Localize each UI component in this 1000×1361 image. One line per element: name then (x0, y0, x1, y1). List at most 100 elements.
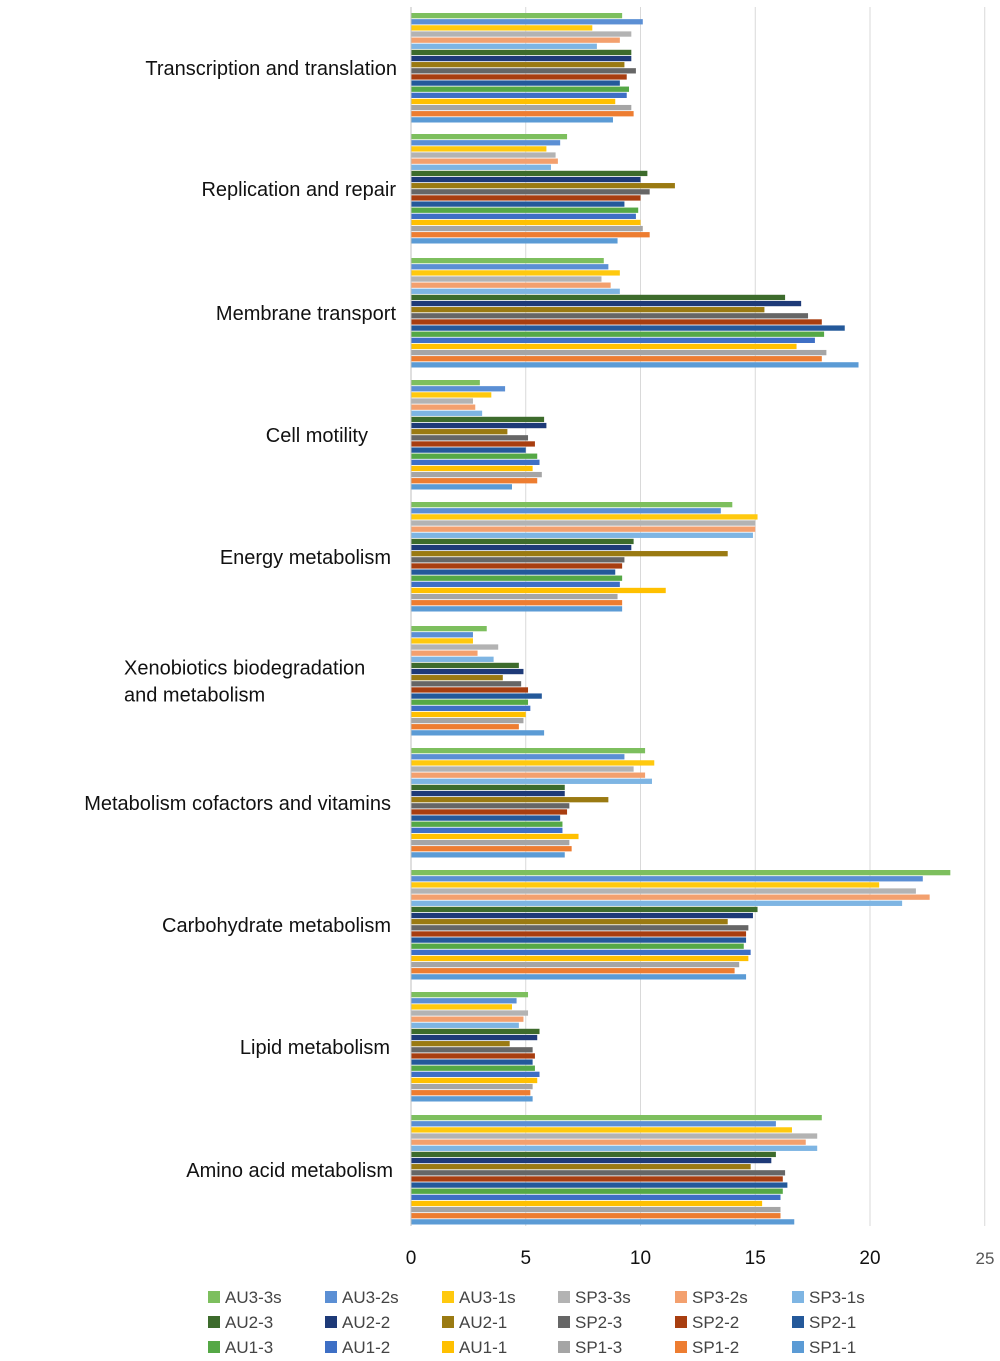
legend-item-AU2-1: AU2-1 (442, 1313, 507, 1332)
bar-SP3-3s-0 (411, 31, 632, 37)
bar-SP3-2s-4 (411, 526, 756, 532)
bar-SP2-3-6 (411, 803, 570, 809)
bar-SP2-2-8 (411, 1053, 535, 1059)
bar-AU1-1-8 (411, 1077, 538, 1084)
bar-SP2-2-9 (411, 1176, 783, 1182)
legend-item-AU1-3: AU1-3 (208, 1338, 273, 1357)
bar-AU3-3s-6 (411, 748, 646, 754)
bar-SP1-3-6 (411, 839, 570, 846)
legend-label: AU3-3s (225, 1288, 282, 1307)
bar-AU3-3s-7 (411, 870, 951, 876)
bar-SP2-1-1 (411, 201, 625, 207)
legend-label: AU2-2 (342, 1313, 390, 1332)
bar-SP2-3-9 (411, 1170, 786, 1176)
bar-SP3-1s-2 (411, 288, 620, 294)
bar-SP3-3s-5 (411, 644, 499, 650)
legend-swatch (442, 1341, 454, 1353)
category-label-7: Carbohydrate metabolism (162, 915, 391, 937)
bar-SP1-1-0 (411, 117, 613, 123)
legend-item-SP1-2: SP1-2 (675, 1338, 739, 1357)
bar-SP3-1s-1 (411, 164, 551, 170)
bar-SP3-3s-1 (411, 152, 556, 158)
bar-AU3-3s-2 (411, 258, 604, 264)
bar-AU3-1s-1 (411, 146, 547, 152)
legend-item-AU3-1s: AU3-1s (442, 1288, 516, 1307)
legend-swatch (558, 1291, 570, 1303)
bar-AU1-2-8 (411, 1071, 540, 1077)
bar-AU2-2-2 (411, 300, 802, 307)
bar-SP3-1s-0 (411, 43, 597, 49)
bar-SP3-1s-7 (411, 900, 903, 906)
bar-SP2-1-5 (411, 693, 542, 699)
bar-SP1-3-4 (411, 593, 618, 600)
bar-SP1-1-6 (411, 852, 565, 858)
bar-SP1-2-7 (411, 968, 735, 974)
bar-AU1-2-7 (411, 949, 751, 955)
bar-AU3-1s-8 (411, 1004, 512, 1010)
bar-AU1-1-7 (411, 955, 749, 962)
legend-swatch (792, 1291, 804, 1303)
bar-SP3-3s-9 (411, 1133, 818, 1139)
bar-AU3-1s-2 (411, 270, 620, 276)
legend: AU3-3s AU3-2s AU3-1s SP3-3s SP3-2s SP3-1s AU2-… (208, 1288, 865, 1357)
bar-AU3-2s-1 (411, 140, 561, 146)
bar-AU1-1-0 (411, 98, 616, 105)
legend-label: SP2-3 (575, 1313, 622, 1332)
bar-SP3-3s-8 (411, 1010, 529, 1016)
legend-swatch (442, 1316, 454, 1328)
bar-SP2-3-5 (411, 681, 522, 687)
bar-AU3-3s-8 (411, 992, 529, 998)
bar-SP2-3-7 (411, 925, 749, 931)
legend-swatch (208, 1341, 220, 1353)
x-tick-0: 0 (406, 1248, 417, 1269)
bar-AU3-3s-5 (411, 626, 487, 632)
bar-SP1-1-5 (411, 730, 545, 736)
bar-SP2-3-8 (411, 1047, 533, 1053)
legend-item-SP1-1: SP1-1 (792, 1338, 856, 1357)
category-label-6: Metabolism cofactors and vitamins (84, 793, 391, 815)
legend-label: SP1-3 (575, 1338, 622, 1357)
bar-AU1-2-4 (411, 581, 620, 587)
legend-item-SP2-1: SP2-1 (792, 1313, 856, 1332)
bar-SP1-3-2 (411, 349, 827, 356)
legend-swatch (675, 1316, 687, 1328)
bar-AU3-1s-6 (411, 760, 655, 766)
x-tick-10: 10 (630, 1248, 651, 1269)
bar-SP1-1-7 (411, 974, 747, 980)
bar-AU2-2-8 (411, 1034, 538, 1041)
legend-label: AU2-3 (225, 1313, 273, 1332)
bar-AU3-3s-9 (411, 1115, 822, 1121)
bar-AU2-3-1 (411, 170, 648, 177)
x-axis-ticks: 0 5 10 15 20 25 (406, 1248, 995, 1269)
bar-AU1-3-4 (411, 575, 623, 581)
bar-SP2-2-2 (411, 319, 822, 325)
category-label-4: Energy metabolism (220, 547, 391, 569)
bar-SP1-1-1 (411, 238, 618, 244)
legend-swatch (558, 1341, 570, 1353)
bar-AU3-3s-4 (411, 502, 733, 508)
bar-SP1-1-3 (411, 484, 512, 490)
bar-AU2-1-0 (411, 62, 625, 68)
bar-AU3-2s-8 (411, 998, 517, 1004)
bar-SP2-3-0 (411, 68, 636, 74)
bar-SP3-1s-5 (411, 656, 494, 662)
bar-AU2-2-0 (411, 55, 632, 62)
bar-SP2-2-0 (411, 74, 627, 80)
bar-AU3-2s-3 (411, 386, 506, 392)
bar-AU2-2-4 (411, 544, 632, 551)
bar-AU1-1-6 (411, 833, 579, 840)
legend-swatch (792, 1316, 804, 1328)
bar-SP3-3s-2 (411, 276, 602, 282)
bar-SP2-1-3 (411, 447, 526, 453)
category-label-5: Xenobiotics biodegradation and metabolism (124, 658, 365, 707)
bar-AU1-3-0 (411, 86, 630, 92)
bar-SP1-1-8 (411, 1096, 533, 1102)
legend-label: AU1-1 (459, 1338, 507, 1357)
bar-SP2-2-1 (411, 195, 641, 201)
bar-SP1-2-8 (411, 1090, 531, 1096)
category-label-1: Replication and repair (201, 179, 396, 201)
bar-AU3-1s-9 (411, 1127, 792, 1133)
bar-AU3-3s-3 (411, 380, 480, 386)
bar-AU2-3-7 (411, 906, 758, 913)
